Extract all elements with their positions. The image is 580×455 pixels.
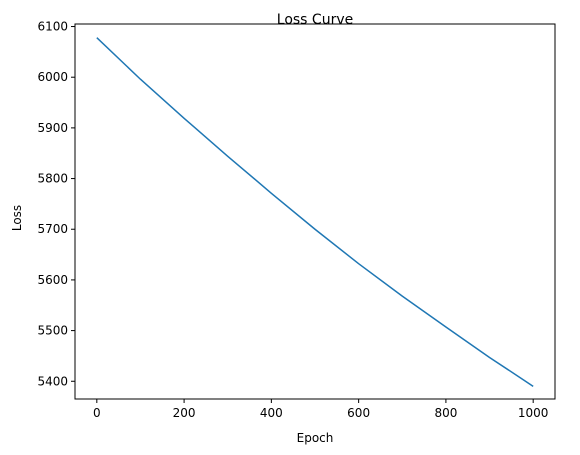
loss-series-line bbox=[97, 38, 533, 387]
series-group bbox=[97, 38, 533, 387]
x-tick-label: 1000 bbox=[518, 406, 549, 420]
y-axis-label: Loss bbox=[10, 205, 24, 231]
x-tick-label: 600 bbox=[347, 406, 370, 420]
x-tick-label: 800 bbox=[434, 406, 457, 420]
y-tick-label: 5900 bbox=[37, 121, 68, 135]
y-tick-label: 6100 bbox=[37, 20, 68, 34]
y-tick-label: 5600 bbox=[37, 273, 68, 287]
x-tick-label: 200 bbox=[173, 406, 196, 420]
y-tick-label: 6000 bbox=[37, 70, 68, 84]
chart-title: Loss Curve bbox=[277, 12, 353, 28]
y-tick-label: 5400 bbox=[37, 374, 68, 388]
y-tick-label: 5700 bbox=[37, 222, 68, 236]
x-tick-label: 0 bbox=[93, 406, 101, 420]
y-tick-label: 5800 bbox=[37, 172, 68, 186]
y-axis-ticks: 5400 5500 5600 5700 5800 5900 6000 6100 bbox=[37, 20, 75, 389]
y-tick-label: 5500 bbox=[37, 324, 68, 338]
x-axis-ticks: 0 200 400 600 800 1000 bbox=[93, 399, 548, 420]
x-axis-label: Epoch bbox=[297, 431, 334, 445]
plot-frame bbox=[75, 24, 555, 399]
x-tick-label: 400 bbox=[260, 406, 283, 420]
